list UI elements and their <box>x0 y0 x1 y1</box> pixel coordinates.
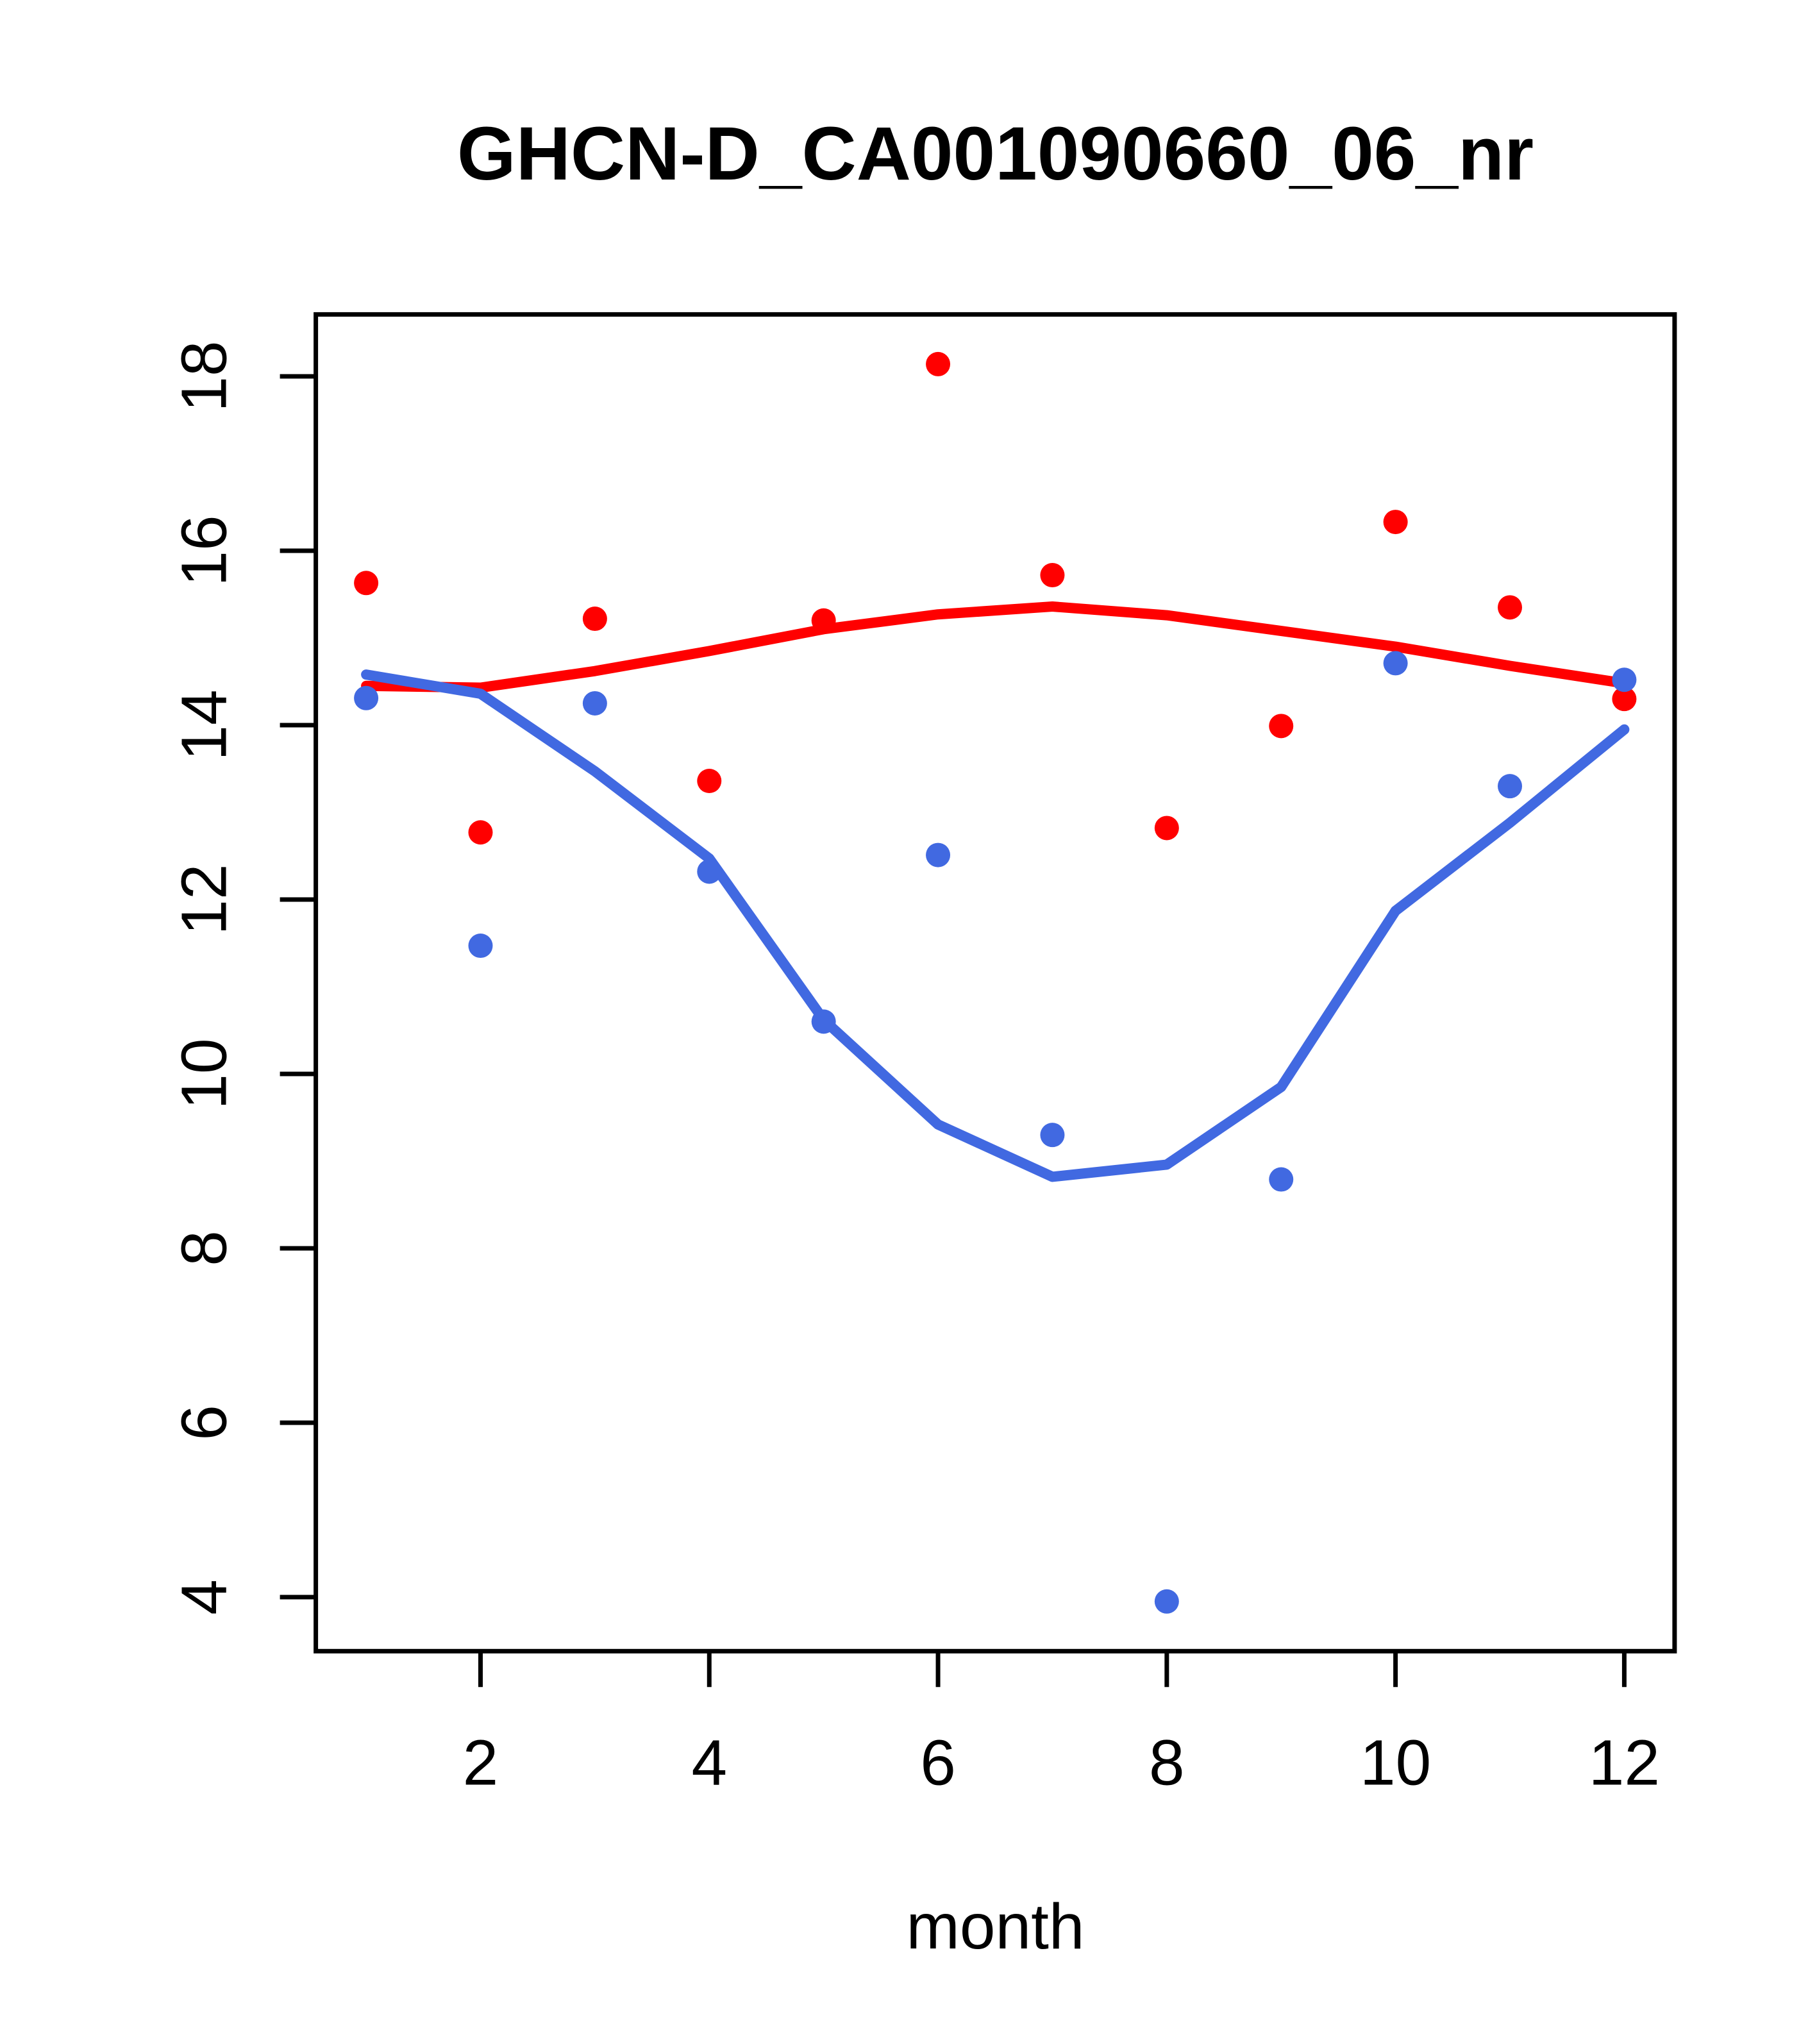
y-tick-label: 8 <box>169 1230 240 1266</box>
blue-point <box>354 685 379 710</box>
red-point <box>811 608 836 633</box>
red-point <box>1498 595 1523 620</box>
y-tick-label: 12 <box>169 864 240 935</box>
x-axis-label: month <box>906 1891 1085 1963</box>
y-tick-label: 6 <box>169 1405 240 1441</box>
x-tick-label: 8 <box>1149 1727 1185 1798</box>
blue-point <box>1383 651 1408 676</box>
red-loess-curve <box>361 601 1630 693</box>
blue-loess-curve <box>361 669 1630 1182</box>
red-point <box>582 607 607 632</box>
red-point <box>1040 563 1065 588</box>
plot-box <box>314 312 1677 1654</box>
blue-point <box>1498 774 1523 799</box>
y-tick-label: 4 <box>169 1579 240 1615</box>
blue-point <box>1269 1167 1294 1192</box>
blue-point <box>811 1009 836 1034</box>
red-point <box>1383 510 1408 535</box>
chart-title: GHCN-D_CA001090660_06_nr <box>456 112 1534 196</box>
x-tick-label: 4 <box>691 1727 727 1798</box>
y-tick-label: 14 <box>169 689 240 760</box>
blue-point <box>1040 1123 1065 1148</box>
red-point <box>926 351 951 376</box>
blue-point <box>468 934 493 959</box>
red-point <box>354 571 379 596</box>
y-tick-label: 10 <box>169 1038 240 1109</box>
y-tick-label: 16 <box>169 515 240 586</box>
blue-point <box>1154 1589 1179 1614</box>
blue-point <box>1612 667 1637 692</box>
red-point <box>1269 714 1294 739</box>
blue-point <box>926 842 951 867</box>
red-point <box>468 820 493 845</box>
x-tick-label: 10 <box>1360 1727 1431 1798</box>
x-tick-label: 12 <box>1589 1727 1660 1798</box>
x-tick-label: 6 <box>920 1727 956 1798</box>
red-point <box>1154 816 1179 841</box>
red-point <box>697 769 722 794</box>
blue-point <box>697 859 722 884</box>
red-point <box>1612 687 1637 712</box>
x-tick-label: 2 <box>463 1727 499 1798</box>
blue-point <box>582 691 607 716</box>
y-tick-label: 18 <box>169 340 240 412</box>
